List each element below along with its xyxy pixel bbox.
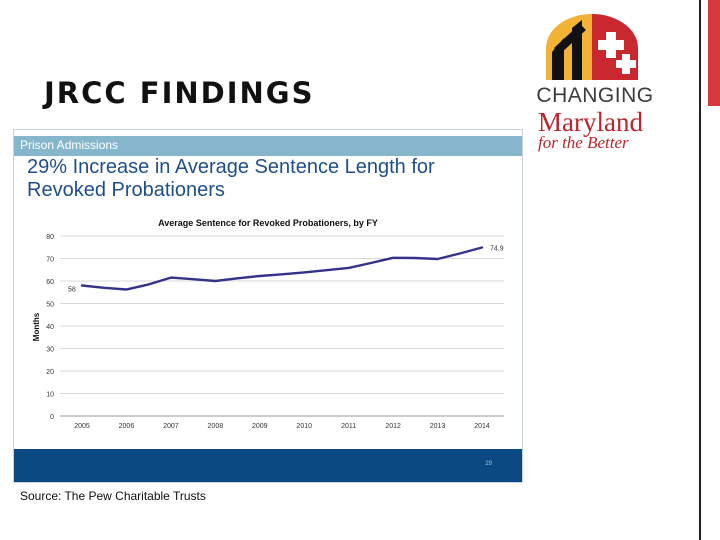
changing-maryland-logo: CHANGING Maryland for the Better	[530, 14, 670, 154]
chart-data-labels: 58 74.9	[68, 245, 504, 293]
x-tick-label: 2009	[252, 423, 268, 430]
y-tick-label: 20	[46, 369, 54, 376]
right-accent-bar	[708, 0, 720, 106]
panel-page-number: 29	[485, 461, 492, 467]
maryland-flag-mark-icon	[546, 14, 638, 80]
panel-headline: 29% Increase in Average Sentence Length …	[27, 156, 435, 201]
data-label: 74.9	[490, 245, 504, 252]
x-tick-label: 2012	[385, 423, 401, 430]
y-tick-label: 40	[46, 324, 54, 331]
logo-text-maryland: Maryland	[538, 107, 643, 137]
x-tick-label: 2014	[474, 423, 490, 430]
chart-panel: Prison Admissions 29% Increase in Averag…	[14, 130, 522, 482]
y-axis-ticks: 0 10 20 30 40 50 60 70 80	[46, 234, 54, 421]
logo-text-changing: CHANGING	[536, 84, 654, 107]
data-label: 58	[68, 287, 76, 294]
series-line	[80, 246, 484, 291]
right-divider	[699, 0, 701, 540]
logo-text-tagline: for the Better	[538, 133, 629, 152]
chart-title: Average Sentence for Revoked Probationer…	[158, 218, 378, 228]
y-tick-label: 30	[46, 347, 54, 354]
x-tick-label: 2013	[430, 423, 446, 430]
x-tick-label: 2006	[119, 423, 135, 430]
chart-series	[80, 246, 484, 291]
sentence-line-chart: Average Sentence for Revoked Probationer…	[32, 218, 504, 430]
x-tick-label: 2010	[296, 423, 312, 430]
y-tick-label: 80	[46, 234, 54, 241]
y-tick-label: 50	[46, 302, 54, 309]
slide-title: JRCC FINDINGS	[44, 76, 315, 110]
panel-footer-band: 29	[14, 449, 522, 482]
x-axis-ticks: 2005 2006 2007 2008 2009 2010 2011 2012 2013 2014	[74, 423, 490, 430]
y-tick-label: 60	[46, 279, 54, 286]
y-tick-label: 70	[46, 257, 54, 264]
y-axis-label: Months	[32, 312, 41, 341]
x-tick-label: 2011	[341, 423, 356, 430]
y-tick-label: 10	[46, 392, 54, 399]
x-tick-label: 2005	[74, 423, 90, 430]
x-tick-label: 2007	[163, 423, 179, 430]
x-tick-label: 2008	[208, 423, 224, 430]
y-tick-label: 0	[50, 414, 54, 421]
source-note: Source: The Pew Charitable Trusts	[20, 489, 206, 503]
chart-gridlines	[60, 235, 504, 417]
panel-header-band: Prison Admissions	[14, 136, 522, 156]
panel-header-label: Prison Admissions	[20, 138, 119, 152]
